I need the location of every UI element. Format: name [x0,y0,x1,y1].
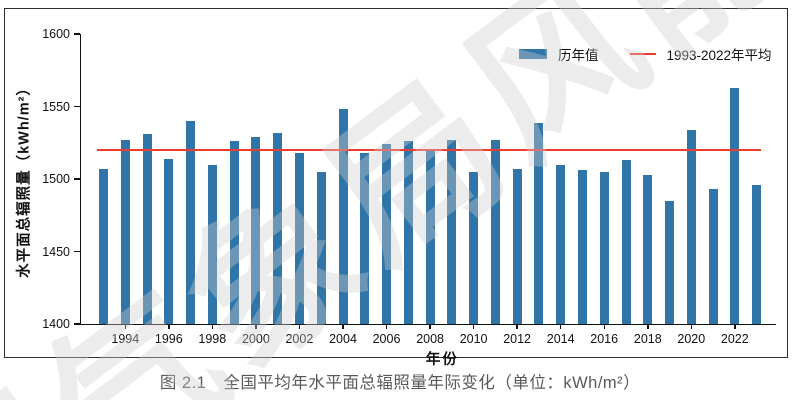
x-axis-title: 年份 [425,352,459,368]
bar-2018 [643,174,653,324]
bar-2023 [752,184,762,324]
x-axis-tick [734,324,736,329]
x-axis-tick [690,324,692,329]
bar-2012 [512,168,522,324]
x-axis-tick [298,324,301,329]
bar-2010 [469,171,479,325]
bar-2021 [708,189,718,324]
bar-2000 [251,136,261,324]
y-axis-tick [74,105,80,108]
bar-1996 [164,158,174,324]
bar-2002 [294,152,304,324]
legend-average-label: 1993-2022年平均 [666,48,772,63]
bar-2013 [534,122,544,325]
y-axis-tick-label: 1400 [42,317,70,331]
y-axis-tick [74,33,80,35]
legend: 历年值 1993-2022年平均 [519,44,772,64]
x-axis-tick-label: 2012 [503,332,531,346]
bar-2008 [425,148,435,324]
bar-2014 [556,164,566,324]
x-axis-tick-label: 2022 [720,332,749,346]
bar-2007 [403,141,413,324]
average-line [97,149,761,152]
x-axis-tick-label: 1994 [111,332,140,346]
bar-2006 [382,144,391,324]
y-axis-tick-label: 1500 [42,172,70,186]
x-axis-tick [472,324,475,329]
bar-1994 [120,139,130,324]
x-axis-tick [647,324,649,329]
bar-1999 [229,141,239,324]
bar-1997 [186,121,196,324]
x-axis-tick-label: 2016 [590,332,619,346]
bar-2022 [730,87,740,324]
x-axis-tick-label: 2018 [633,332,662,346]
y-axis-tick [74,250,80,253]
x-axis-tick [211,324,214,329]
x-axis-tick-label: 1996 [154,332,183,346]
x-axis-tick [603,324,605,329]
x-axis-tick [168,324,170,329]
x-axis-tick-label: 2002 [285,332,314,346]
figure-caption: 图 2.1 全国平均年水平面总辐照量年际变化（单位：kWh/m²） [159,374,641,392]
x-axis-tick [124,324,126,329]
x-axis-tick-label: 2010 [459,332,488,346]
x-axis-tick [559,324,562,329]
bar-1995 [142,134,152,324]
plot-area: 水平面总辐照量（kWh/m²） 年份 历年值 1993-2022年平均 1400… [17,27,776,368]
y-axis-tick-label: 1550 [42,99,70,114]
legend-series-label: 历年值 [558,48,599,63]
legend-bar-swatch [519,49,547,59]
x-axis-tick-label: 2020 [677,332,706,346]
y-axis-tick-label: 1600 [42,27,70,41]
y-axis-tick [74,178,80,180]
x-axis-tick [429,324,431,329]
bar-2016 [599,171,609,325]
bar-2003 [316,171,326,325]
bar-2019 [665,200,674,325]
chart-frame: 水平面总辐照量（kWh/m²） 年份 历年值 1993-2022年平均 1400… [4,8,788,368]
x-axis-tick-label: 2014 [546,332,575,346]
x-axis-tick [342,324,344,329]
x-axis-tick-label: 2000 [241,332,270,346]
bar-2015 [577,170,587,324]
legend-average-line-swatch [629,53,656,55]
bar-2017 [621,160,631,324]
bar-2005 [360,152,370,324]
bar-2009 [447,139,457,324]
y-axis-tick [74,323,80,325]
bar-2001 [273,132,283,324]
x-axis-tick [255,324,257,329]
bar-2004 [338,109,348,324]
x-axis-tick-label: 2004 [329,332,357,346]
y-axis-tick-label: 1450 [42,244,70,259]
bar-2020 [686,129,696,324]
bar-1993 [99,168,108,324]
bar-1998 [207,164,217,324]
x-axis-tick-label: 2006 [372,332,401,346]
x-axis-tick [385,324,388,329]
x-axis-tick-label: 1998 [198,332,227,346]
bar-2011 [490,139,500,324]
x-axis-tick [516,324,518,329]
x-axis-tick-label: 2008 [416,332,444,346]
